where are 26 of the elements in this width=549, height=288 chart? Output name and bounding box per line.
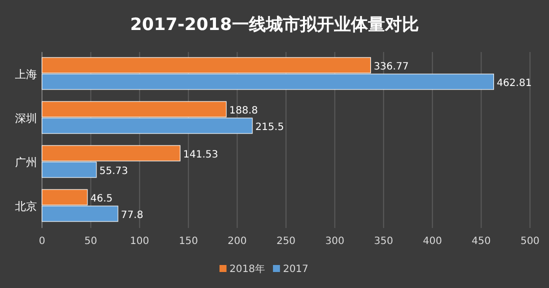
data-label: 215.5 [255,122,284,133]
x-tick-label: 200 [228,236,247,247]
y-tick-label: 上海 [15,68,37,81]
y-tick-label: 深圳 [15,112,37,125]
x-tick-label: 0 [38,236,46,247]
data-label: 77.8 [120,210,144,221]
data-label: 46.5 [90,193,113,204]
x-tick-label: 50 [84,236,98,247]
legend-label: 2017 [282,264,308,275]
chart-title: 2017-2018一线城市拟开业体量对比 [130,15,419,35]
legend-label: 2018年 [230,263,265,275]
x-tick-label: 450 [472,236,491,247]
data-label: 336.77 [374,61,409,72]
x-tick-label: 300 [325,236,344,247]
data-label: 462.81 [496,78,532,89]
y-tick-label: 广州 [15,156,37,169]
data-label: 55.73 [99,166,128,177]
data-label: 141.53 [183,149,218,160]
y-tick-label: 北京 [15,200,37,213]
data-label: 188.8 [229,105,258,116]
x-tick-label: 500 [520,236,540,247]
x-tick-label: 150 [178,236,198,247]
x-tick-label: 400 [422,236,442,247]
x-tick-label: 250 [276,236,296,247]
x-tick-label: 350 [374,236,394,247]
x-tick-label: 100 [130,236,150,247]
